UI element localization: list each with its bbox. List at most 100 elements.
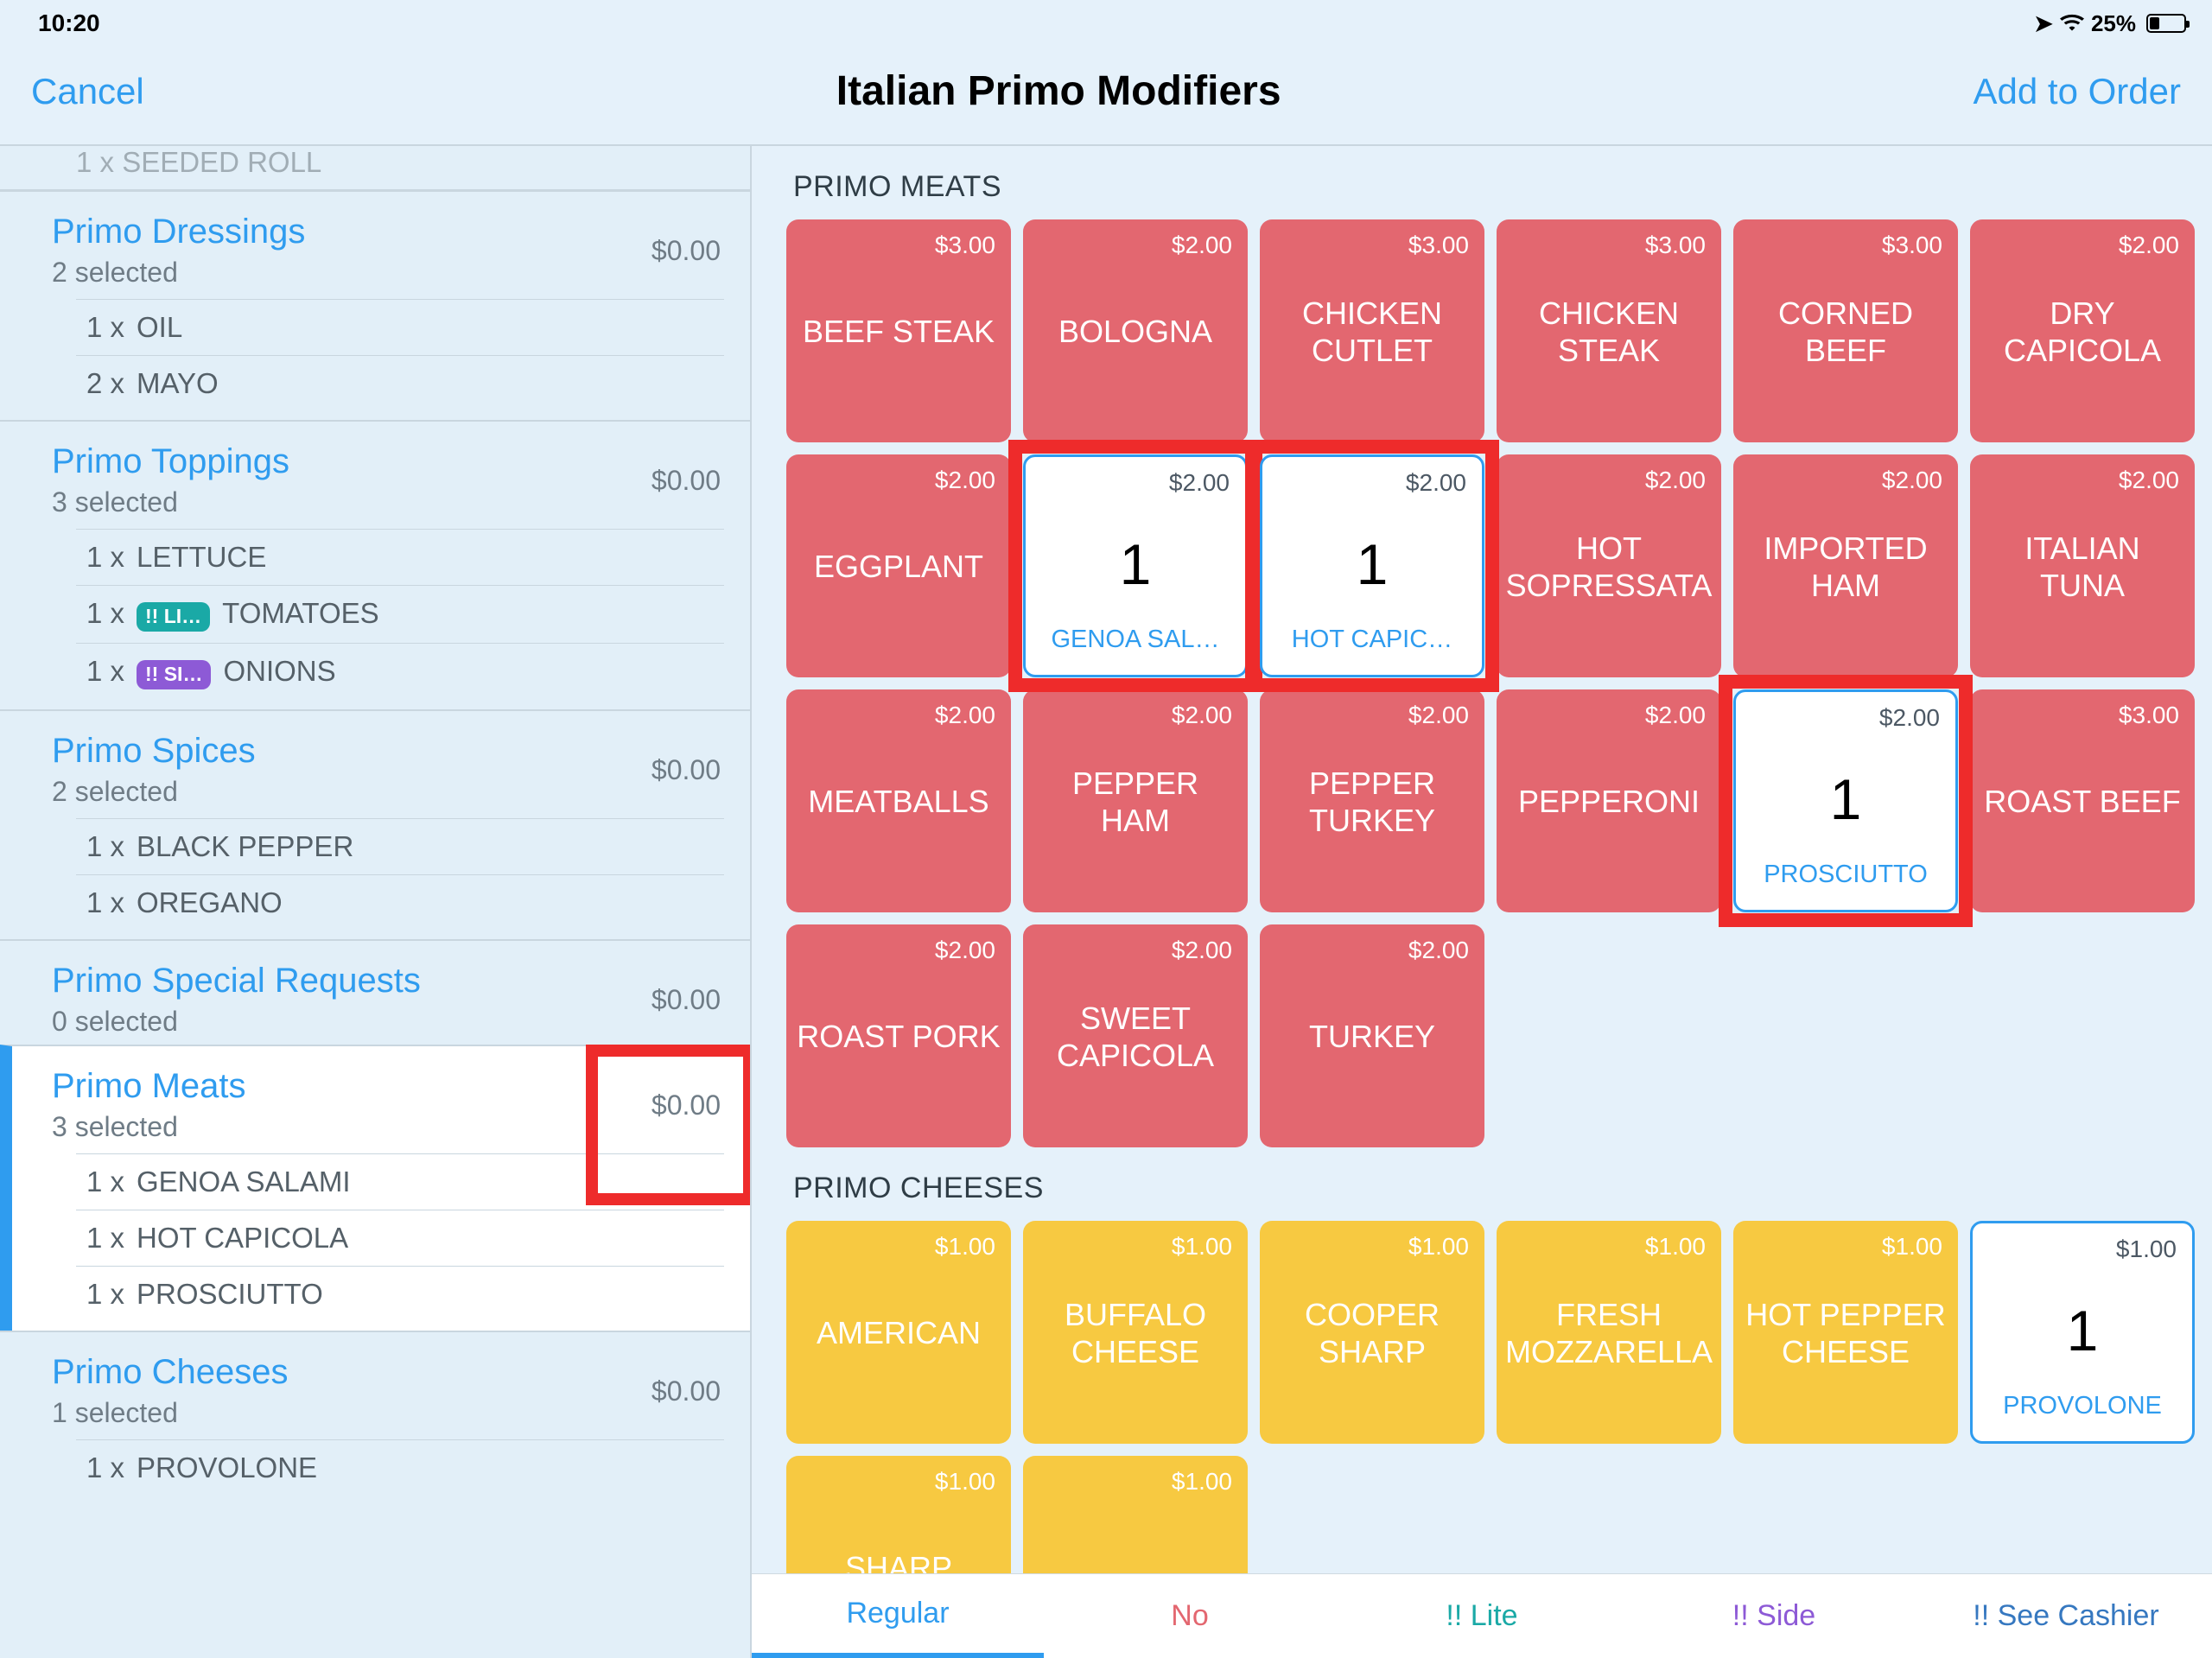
modifier-tile[interactable]: $3.00 BEEF STEAK [786,219,1011,442]
group-name: Primo Special Requests [52,962,421,1001]
sidebar-item[interactable]: 1 xBLACK PEPPER [76,818,724,874]
sidebar-item[interactable]: 1 x!! SI…ONIONS [76,643,724,701]
tile-name: AMERICAN [793,1261,1004,1426]
section-title: PRIMO MEATS [786,146,2177,219]
modifier-tile[interactable]: $2.00 MEATBALLS [786,689,1011,912]
group-price: $0.00 [652,754,721,786]
tile-price: $1.00 [1172,1468,1241,1496]
tile-name: CORNED BEEF [1740,259,1951,425]
modifier-tile[interactable]: $3.00 ROAST BEEF [1970,689,2195,912]
nav-bar: Cancel Italian Primo Modifiers Add to Or… [0,38,2212,146]
item-label: OIL [137,311,182,344]
modifier-badge: !! LI… [137,602,210,632]
modifier-tile[interactable]: $1.00 FRESH MOZZARELLA [1497,1221,1721,1444]
modifier-tile[interactable]: $1.00 1 PROVOLONE [1970,1221,2195,1444]
item-qty: 1 x [76,311,124,344]
tile-price: $2.00 [1645,467,1714,494]
mode-side[interactable]: !! Side [1628,1574,1920,1658]
sidebar[interactable]: 1 x SEEDED ROLL Primo Dressings 2 select… [0,146,752,1658]
tile-price: $2.00 [1408,937,1478,964]
mode-no[interactable]: No [1044,1574,1336,1658]
group-name: Primo Toppings [52,442,289,481]
item-label: MAYO [137,367,219,400]
sidebar-group[interactable]: Primo Special Requests 0 selected $0.00 [0,939,750,1045]
sidebar-group[interactable]: Primo Spices 2 selected $0.001 xBLACK PE… [0,709,750,939]
mode-regular[interactable]: Regular [752,1574,1044,1658]
group-price: $0.00 [652,1089,721,1121]
modifier-tile[interactable]: $2.00 IMPORTED HAM [1733,454,1958,677]
modifier-tile[interactable]: $2.00 PEPPERONI [1497,689,1721,912]
modifier-tile[interactable]: $1.00 HOT PEPPER CHEESE [1733,1221,1958,1444]
sidebar-item[interactable]: 1 x !! LI… TOMATOES [76,585,724,643]
tile-name: BOLOGNA [1030,259,1241,425]
sidebar-group[interactable]: Primo Toppings 3 selected $0.001 xLETTUC… [0,420,750,709]
modifier-tile[interactable]: $2.00 HOT SOPRESSATA [1497,454,1721,677]
modifier-tile[interactable]: $3.00 CORNED BEEF [1733,219,1958,442]
modifier-tile[interactable]: $2.00 1 GENOA SAL… [1023,454,1248,677]
modifier-tile[interactable]: $3.00 CHICKEN STEAK [1497,219,1721,442]
tile-name: IMPORTED HAM [1740,494,1951,660]
tile-price: $1.00 [2116,1236,2185,1263]
modifier-tile[interactable]: $2.00 1 PROSCIUTTO [1733,689,1958,912]
sidebar-item[interactable]: 1 xGENOA SALAMI [76,1153,724,1210]
sidebar-item[interactable]: 1 x OIL [76,299,724,355]
tile-name: PROVOLONE [1980,1392,2185,1424]
tile-price: $2.00 [935,937,1004,964]
modifier-tile[interactable]: $2.00 BOLOGNA [1023,219,1248,442]
sidebar-item[interactable]: 2 xMAYO [76,355,724,411]
modifier-tile[interactable]: $2.00 SWEET CAPICOLA [1023,924,1248,1147]
tile-price: $2.00 [1879,704,1948,732]
wifi-icon [2060,10,2084,37]
tile-price: $2.00 [2119,232,2188,259]
modifier-tile[interactable]: $1.00 COOPER SHARP [1260,1221,1484,1444]
tile-price: $1.00 [935,1233,1004,1261]
tile-price: $2.00 [1882,467,1951,494]
modifier-tile[interactable]: $1.00 AMERICAN [786,1221,1011,1444]
item-qty: 1 x [76,1166,124,1198]
modifier-tile[interactable]: $2.00 DRY CAPICOLA [1970,219,2195,442]
modifier-tile[interactable]: $2.00 TURKEY [1260,924,1484,1147]
modifier-tile[interactable]: $2.00 PEPPER TURKEY [1260,689,1484,912]
sidebar-item-partial-top: 1 x SEEDED ROLL [0,146,750,190]
item-label: PROSCIUTTO [137,1278,323,1311]
tile-name: MEATBALLS [793,729,1004,895]
item-label: TOMATOES [222,597,379,630]
tile-count: 1 [1120,497,1152,626]
add-to-order-button[interactable]: Add to Order [1974,71,2181,112]
item-qty: 1 x [76,541,124,574]
modifier-tile[interactable]: $3.00 CHICKEN CUTLET [1260,219,1484,442]
modifier-tile[interactable]: $1.00 BUFFALO CHEESE [1023,1221,1248,1444]
sidebar-group[interactable]: Primo Dressings 2 selected $0.001 xOIL2 … [0,190,750,420]
sidebar-item[interactable]: 1 xPROSCIUTTO [76,1266,724,1322]
modifier-tile[interactable]: $2.00 PEPPER HAM [1023,689,1248,912]
tile-name: TURKEY [1267,964,1478,1130]
modifier-tile[interactable]: $2.00 EGGPLANT [786,454,1011,677]
sidebar-item[interactable]: 1 x LETTUCE [76,529,724,585]
sidebar-group[interactable]: Primo Cheeses 1 selected $0.001 xPROVOLO… [0,1331,750,1504]
group-subtitle: 1 selected [52,1397,288,1429]
sidebar-item[interactable]: 1 xPROVOLONE [76,1439,724,1496]
sidebar-item[interactable]: 1 xOREGANO [76,874,724,931]
status-bar: 10:20 ➤ 25% [0,0,2212,38]
modifier-tile[interactable]: $2.00 1 HOT CAPIC… [1260,454,1484,677]
page-title: Italian Primo Modifiers [836,67,1281,115]
cancel-button[interactable]: Cancel [31,71,144,112]
item-label: BLACK PEPPER [137,830,353,863]
modifier-tile[interactable]: $2.00 ROAST PORK [786,924,1011,1147]
sidebar-group[interactable]: Primo Meats 3 selected $0.001 xGENOA SAL… [0,1045,750,1331]
sidebar-item[interactable]: 1 xHOT CAPICOLA [76,1210,724,1266]
mode-see-cashier[interactable]: !! See Cashier [1920,1574,2212,1658]
tile-name: PROSCIUTTO [1743,861,1948,893]
modifier-tile[interactable]: $2.00 ITALIAN TUNA [1970,454,2195,677]
mode-lite[interactable]: !! Lite [1336,1574,1628,1658]
tile-name: EGGPLANT [793,494,1004,660]
tile-name: GENOA SAL… [1033,626,1238,657]
item-label: LETTUCE [137,541,266,574]
modifier-panel[interactable]: PRIMO MEATS$3.00 BEEF STEAK$2.00 BOLOGNA… [752,146,2212,1658]
tile-name: CHICKEN CUTLET [1267,259,1478,425]
item-qty: 1 x [76,597,124,630]
group-name: Primo Dressings [52,213,305,251]
tile-name: SWEET CAPICOLA [1030,964,1241,1130]
group-price: $0.00 [652,984,721,1016]
tile-price: $3.00 [1408,232,1478,259]
